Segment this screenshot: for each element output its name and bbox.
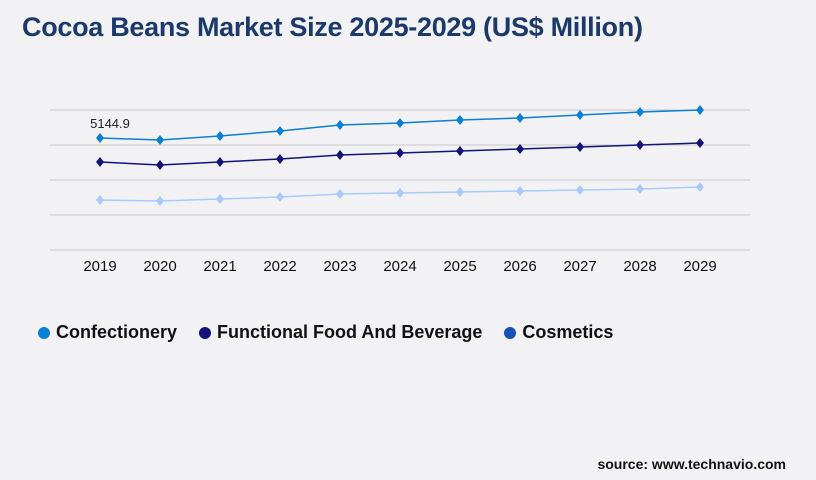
- legend-marker-icon: [199, 326, 212, 339]
- data-point: [696, 182, 704, 193]
- legend-label: Confectionery: [56, 322, 178, 342]
- data-point: [336, 150, 344, 161]
- data-point: [396, 187, 404, 198]
- data-point: [156, 135, 164, 146]
- legend-label: Functional Food And Beverage: [217, 322, 483, 342]
- x-tick-label: 2019: [83, 258, 116, 275]
- data-point: [456, 186, 464, 197]
- data-point: [156, 160, 164, 171]
- data-point: [216, 194, 224, 205]
- data-point: [396, 148, 404, 159]
- data-point: [96, 156, 104, 167]
- x-tick-label: 2025: [443, 258, 476, 275]
- data-point: [576, 184, 584, 195]
- data-point: [576, 142, 584, 153]
- legend-item: Cosmetics: [504, 322, 613, 343]
- data-point: [276, 191, 284, 202]
- data-point: [456, 115, 464, 126]
- x-tick-label: 2023: [323, 258, 356, 275]
- legend-label: Cosmetics: [522, 322, 614, 342]
- data-point: [216, 156, 224, 167]
- legend: Confectionery Functional Food And Beverag…: [38, 322, 613, 343]
- data-point: [456, 146, 464, 157]
- x-tick-label: 2027: [563, 258, 596, 275]
- data-point: [516, 113, 524, 124]
- x-tick-label: 2028: [623, 258, 656, 275]
- data-label: 5144.9: [90, 116, 130, 131]
- data-point: [336, 120, 344, 131]
- data-point: [636, 140, 644, 150]
- data-point: [396, 118, 404, 129]
- data-point: [96, 133, 104, 144]
- data-point: [516, 144, 524, 155]
- x-tick-label: 2024: [383, 258, 416, 275]
- data-point: [696, 137, 704, 148]
- data-point: [156, 196, 164, 207]
- source-text: source: www.technavio.com: [597, 456, 786, 472]
- legend-item: Functional Food And Beverage: [199, 322, 482, 343]
- x-tick-label: 2029: [683, 258, 716, 275]
- data-point: [216, 131, 224, 142]
- chart-title: Cocoa Beans Market Size 2025-2029 (US$ M…: [22, 12, 643, 42]
- legend-marker-icon: [38, 326, 50, 339]
- legend-marker-icon: [504, 326, 517, 339]
- legend-item: Confectionery: [38, 322, 177, 343]
- data-point: [696, 105, 704, 115]
- x-tick-label: 2026: [503, 258, 536, 275]
- x-tick-label: 2021: [203, 258, 236, 275]
- data-point: [276, 126, 284, 137]
- data-point: [96, 195, 104, 206]
- data-point: [336, 188, 344, 199]
- x-tick-label: 2022: [263, 258, 296, 275]
- data-point: [576, 110, 584, 121]
- data-point: [276, 153, 284, 164]
- data-point: [636, 107, 644, 118]
- x-tick-label: 2020: [143, 258, 176, 275]
- data-point: [516, 185, 524, 196]
- data-point: [636, 184, 644, 195]
